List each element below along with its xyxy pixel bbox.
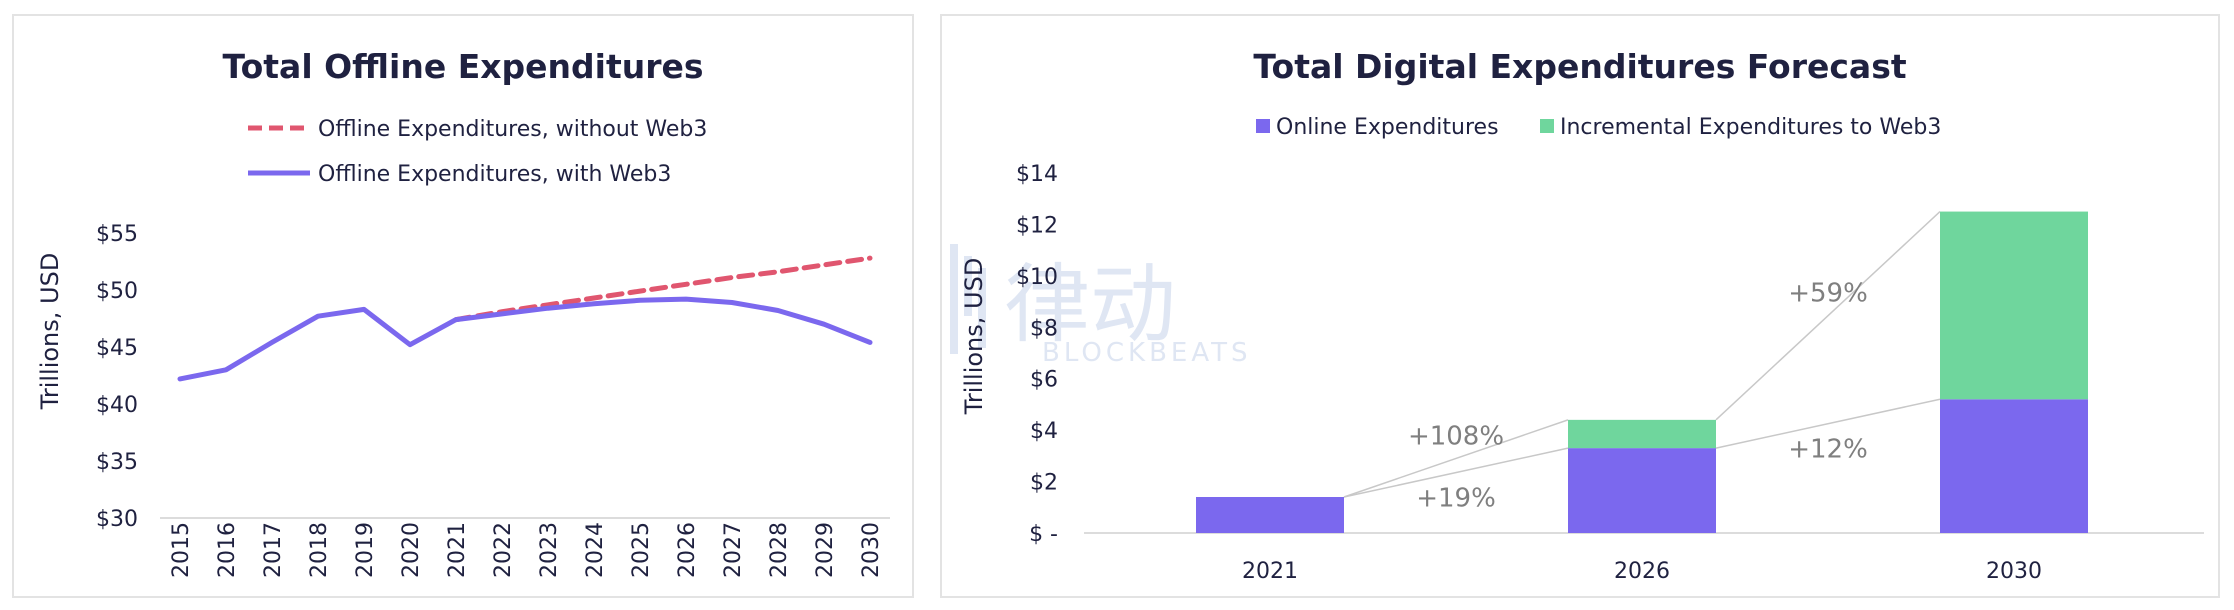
legend-label: Incremental Expenditures to Web3 xyxy=(1560,115,1941,140)
y-axis-label: Trillions, USD xyxy=(960,258,988,416)
y-tick-label: $45 xyxy=(96,336,138,361)
y-tick-label: $35 xyxy=(96,450,138,475)
legend-swatch-web3 xyxy=(1540,119,1554,133)
x-tick-label: 2023 xyxy=(537,522,562,578)
watermark-cn: 律动 xyxy=(1004,255,1176,355)
x-tick-label: 2028 xyxy=(767,522,792,578)
x-tick-label: 2020 xyxy=(399,522,424,578)
y-ticks: $55 $50 $45 $40 $35 $30 xyxy=(96,222,138,532)
bars xyxy=(1196,211,2088,533)
x-tick-label: 2015 xyxy=(169,522,194,578)
legend-label: Online Expenditures xyxy=(1276,115,1499,140)
watermark-en: BLOCKBEATS xyxy=(1042,338,1251,368)
y-tick-label: $6 xyxy=(1030,368,1058,393)
legend-label: Offline Expenditures, without Web3 xyxy=(318,117,707,142)
x-tick-label: 2018 xyxy=(307,522,332,578)
digital-chart-svg: 律动 BLOCKBEATS Total Digital Expenditures… xyxy=(950,47,2204,584)
x-tick-label: 2024 xyxy=(583,522,608,578)
y-tick-label: $8 xyxy=(1030,316,1058,341)
offline-chart-panel: Total Offline Expenditures Offline Expen… xyxy=(12,14,914,598)
bar-online-2026 xyxy=(1568,448,1716,533)
x-tick-label: 2027 xyxy=(721,522,746,578)
growth-connector xyxy=(1715,398,1941,449)
x-tick-label: 2026 xyxy=(1614,559,1670,584)
x-tick-label: 2030 xyxy=(1986,559,2042,584)
legend: Offline Expenditures, without Web3 Offli… xyxy=(248,117,707,187)
growth-connectors xyxy=(1343,211,1941,498)
y-tick-label: $2 xyxy=(1030,471,1058,496)
legend-swatch-online xyxy=(1256,119,1270,133)
y-tick-label: $4 xyxy=(1030,419,1058,444)
x-tick-label: 2030 xyxy=(859,522,884,578)
y-ticks: $14 $12 $10 $8 $6 $4 $2 $ - xyxy=(1016,162,1058,547)
x-tick-label: 2022 xyxy=(491,522,516,578)
growth-connector xyxy=(1343,447,1569,498)
y-tick-label: $12 xyxy=(1016,213,1058,238)
y-tick-label: $ - xyxy=(1029,522,1058,547)
growth-annotation: +59% xyxy=(1788,279,1868,309)
growth-connector xyxy=(1715,211,1941,421)
y-tick-label: $55 xyxy=(96,222,138,247)
legend: Online Expenditures Incremental Expendit… xyxy=(1256,115,1941,140)
series-line-without-web3 xyxy=(453,255,873,323)
digital-chart-panel: 律动 BLOCKBEATS Total Digital Expenditures… xyxy=(940,14,2220,598)
bar-web3-2030 xyxy=(1940,211,2088,400)
x-tick-label: 2029 xyxy=(813,522,838,578)
y-tick-label: $30 xyxy=(96,507,138,532)
growth-annotation: +12% xyxy=(1788,435,1868,465)
legend-label: Offline Expenditures, with Web3 xyxy=(318,162,671,187)
growth-connector xyxy=(1343,419,1569,498)
watermark-mark xyxy=(964,256,972,316)
y-tick-label: $40 xyxy=(96,393,138,418)
series-line-with-web3 xyxy=(177,296,873,382)
watermark-mark xyxy=(950,244,958,354)
watermark-mark xyxy=(978,268,986,348)
x-tick-label: 2021 xyxy=(445,522,470,578)
x-tick-label: 2026 xyxy=(675,522,700,578)
watermark: 律动 BLOCKBEATS xyxy=(950,244,1251,368)
y-tick-label: $10 xyxy=(1016,265,1058,290)
x-tick-label: 2017 xyxy=(261,522,286,578)
x-ticks: 2021 2026 2030 xyxy=(1242,559,2042,584)
offline-chart-svg: Total Offline Expenditures Offline Expen… xyxy=(36,47,890,578)
chart-title: Total Offline Expenditures xyxy=(222,47,703,86)
x-tick-label: 2016 xyxy=(215,522,240,578)
growth-annotation: +108% xyxy=(1408,421,1504,451)
growth-annotations: +108% +19% +59% +12% xyxy=(1408,279,1868,514)
y-tick-label: $50 xyxy=(96,279,138,304)
bar-online-2030 xyxy=(1940,399,2088,533)
bar-web3-2026 xyxy=(1568,419,1716,449)
y-tick-label: $14 xyxy=(1016,162,1058,187)
chart-title: Total Digital Expenditures Forecast xyxy=(1253,47,1906,86)
growth-annotation: +19% xyxy=(1416,484,1496,514)
x-ticks: 2015 2016 2017 2018 2019 2020 2021 2022 2023 2024… xyxy=(169,522,884,578)
x-tick-label: 2021 xyxy=(1242,559,1298,584)
x-tick-label: 2019 xyxy=(353,522,378,578)
x-tick-label: 2025 xyxy=(629,522,654,578)
bar-online-2021 xyxy=(1196,497,1344,533)
y-axis-label: Trillions, USD xyxy=(36,253,64,411)
series-lines xyxy=(177,255,873,382)
